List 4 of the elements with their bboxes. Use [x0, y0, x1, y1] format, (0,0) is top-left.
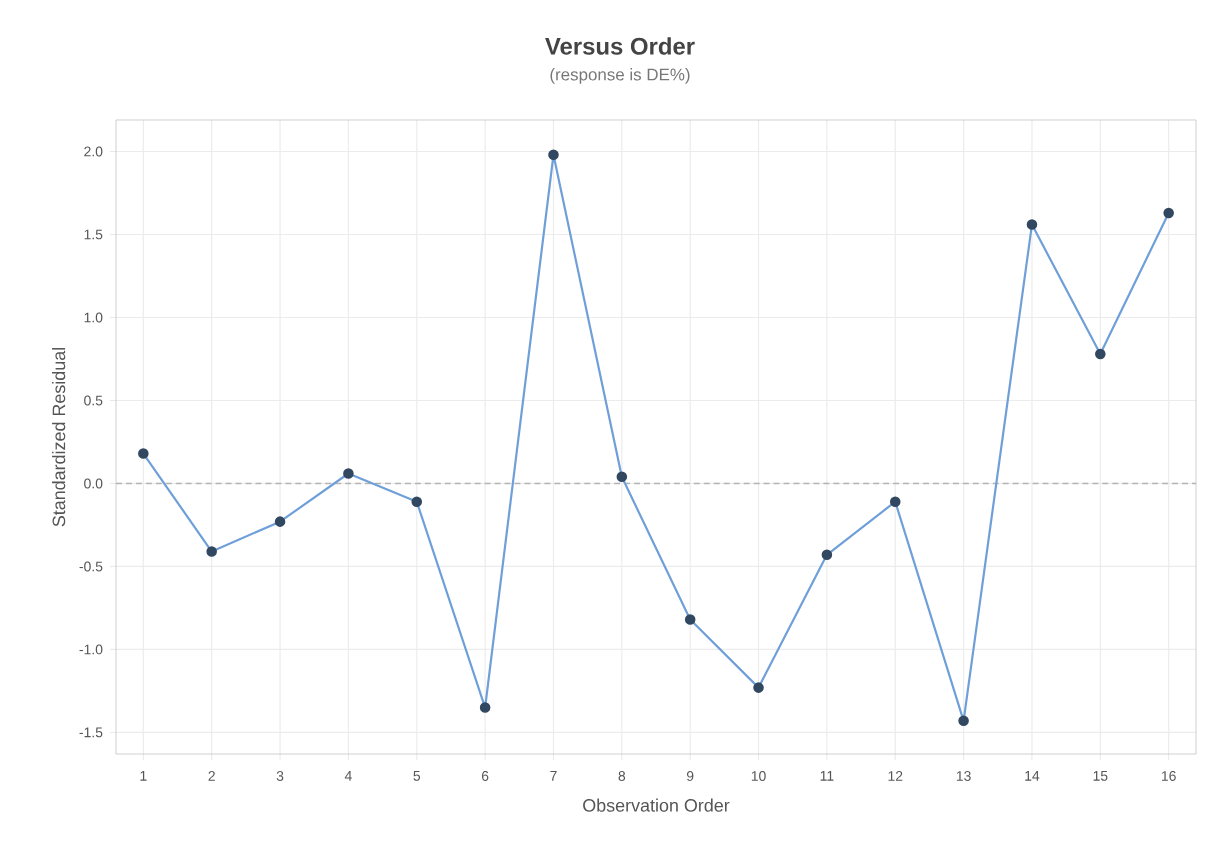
chart-subtitle: (response is DE%) — [550, 68, 690, 84]
y-axis-title: Standardized Residual — [52, 348, 66, 527]
x-axis-title: Observation Order — [583, 798, 730, 812]
chart-title: Versus Order — [545, 37, 695, 55]
